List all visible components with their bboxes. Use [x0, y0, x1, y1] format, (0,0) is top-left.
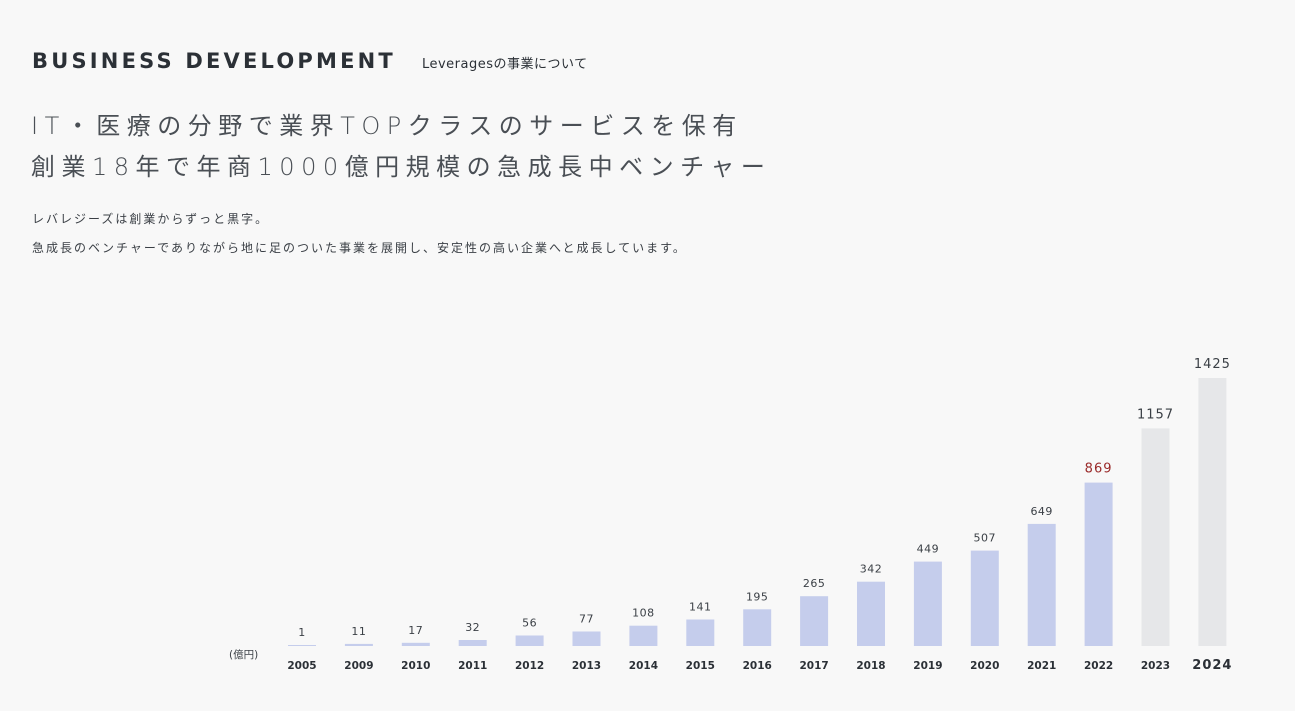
bar-2024: [1198, 378, 1227, 646]
headline-line-2: 創業18年で年商1000億円規模の急成長中ベンチャー: [31, 153, 772, 181]
value-label-2011: 32: [465, 621, 480, 634]
year-label-2019: 2019: [913, 660, 942, 672]
value-label-2012: 56: [522, 617, 537, 630]
bar-2012: [515, 635, 544, 646]
section-title: BUSINESS DEVELOPMENT: [32, 49, 396, 73]
year-label-2015: 2015: [686, 660, 715, 672]
year-label-2011: 2011: [458, 660, 487, 672]
description-line-2: 急成長のベンチャーでありながら地に足のついた事業を展開し、安定性の高い企業へと成…: [32, 241, 687, 255]
value-label-2024: 1425: [1194, 357, 1231, 372]
value-label-2015: 141: [689, 601, 712, 614]
bar-2023: [1141, 428, 1170, 646]
bar-2005: [288, 645, 316, 646]
year-label-2024: 2024: [1192, 658, 1232, 673]
year-label-2018: 2018: [856, 660, 885, 672]
bar-2021: [1027, 523, 1056, 646]
bar-2016: [743, 609, 772, 646]
bar-2020: [970, 550, 999, 646]
year-label-2016: 2016: [743, 660, 772, 672]
year-label-2023: 2023: [1141, 660, 1170, 672]
bar-2010: [401, 642, 430, 646]
value-label-2019: 449: [917, 543, 940, 556]
year-label-2012: 2012: [515, 660, 544, 672]
year-label-2020: 2020: [970, 660, 999, 672]
section-subtitle: Leveragesの事業について: [421, 57, 588, 72]
value-label-2009: 11: [351, 625, 366, 638]
bar-2022: [1084, 482, 1113, 646]
section-header: BUSINESS DEVELOPMENT Leveragesの事業について: [32, 49, 588, 73]
value-label-2005: 1: [298, 626, 306, 639]
value-label-2021: 649: [1030, 505, 1053, 518]
year-label-2010: 2010: [401, 660, 430, 672]
value-label-2017: 265: [803, 577, 826, 590]
value-label-2010: 17: [408, 624, 423, 637]
year-label-2017: 2017: [799, 660, 828, 672]
year-label-2014: 2014: [629, 660, 658, 672]
unit-label: (億円): [229, 648, 258, 661]
bar-2013: [572, 631, 601, 646]
year-label-2013: 2013: [572, 660, 601, 672]
year-label-2021: 2021: [1027, 660, 1056, 672]
description-line-1: レバレジーズは創業からずっと黒字。: [32, 212, 270, 226]
value-label-2023: 1157: [1137, 407, 1174, 422]
bar-2017: [800, 596, 829, 646]
year-label-2009: 2009: [344, 660, 373, 672]
bar-2015: [686, 619, 715, 646]
value-label-2020: 507: [974, 532, 997, 545]
value-label-2022: 869: [1085, 462, 1113, 477]
bar-2019: [913, 561, 942, 646]
year-label-2005: 2005: [287, 660, 316, 672]
value-label-2018: 342: [860, 563, 883, 576]
headline-line-1: IT・医療の分野で業界TOPクラスのサービスを保有: [31, 112, 743, 140]
value-label-2014: 108: [632, 607, 655, 620]
bar-2018: [857, 581, 885, 646]
value-label-2013: 77: [579, 613, 594, 626]
value-label-2016: 195: [746, 590, 769, 603]
bar-2011: [458, 640, 487, 646]
bar-2014: [629, 625, 658, 646]
bar-2009: [344, 643, 373, 646]
bars-group: 1 2005 11 2009 17 2010 32 2011 56 2012 77 2013 108 20…: [287, 357, 1232, 673]
year-label-2022: 2022: [1084, 660, 1113, 672]
